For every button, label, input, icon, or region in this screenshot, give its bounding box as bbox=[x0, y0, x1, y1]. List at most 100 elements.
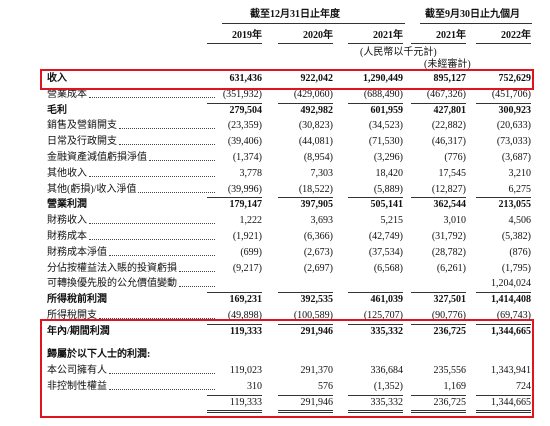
leader bbox=[179, 278, 215, 288]
cell: (1,374) bbox=[232, 152, 262, 163]
cell: (30,823) bbox=[298, 120, 333, 132]
cell: 362,544 bbox=[433, 199, 467, 211]
row-label: 本公司擁有人 bbox=[47, 365, 217, 377]
header-group: 截至12月31日止年度 bbox=[250, 9, 340, 20]
cell: (5,382) bbox=[501, 231, 531, 242]
cell: 335,332 bbox=[370, 396, 404, 408]
row-label: 所得稅開支 bbox=[47, 310, 217, 322]
leader bbox=[89, 168, 215, 177]
rule bbox=[348, 323, 403, 325]
cell: 213,055 bbox=[498, 199, 532, 211]
cell: (90,776) bbox=[431, 310, 466, 321]
cell: (125,707) bbox=[363, 310, 403, 321]
cell: 461,039 bbox=[370, 294, 404, 306]
cell: 1,290,449 bbox=[363, 73, 403, 84]
cell: 895,127 bbox=[433, 73, 467, 84]
cell: 119,333 bbox=[229, 396, 262, 408]
cell: (23,359) bbox=[227, 120, 262, 132]
rule bbox=[348, 197, 403, 199]
cell: (44,081) bbox=[298, 136, 333, 148]
rule bbox=[278, 411, 333, 413]
cell: (1,795) bbox=[501, 262, 531, 274]
cell: 236,725 bbox=[433, 396, 467, 408]
cell: (1,921) bbox=[232, 231, 262, 242]
cell: (2,697) bbox=[303, 262, 333, 274]
cell: 291,946 bbox=[300, 396, 334, 408]
label-text: 其他(虧損)/收入淨值 bbox=[47, 183, 137, 195]
rule bbox=[420, 23, 532, 24]
cell: (46,317) bbox=[431, 136, 466, 148]
cell: 1,344,665 bbox=[491, 325, 531, 337]
cell: (73,033) bbox=[496, 136, 531, 148]
cell: 336,684 bbox=[370, 364, 404, 376]
cell: (18,522) bbox=[298, 183, 333, 195]
rule bbox=[411, 292, 466, 294]
leader bbox=[89, 215, 215, 225]
cell: (5,889) bbox=[373, 183, 403, 195]
cell: 1,169 bbox=[443, 380, 467, 392]
cell: (69,743) bbox=[496, 310, 531, 321]
cell: (2,673) bbox=[303, 246, 333, 258]
label-text: 所得稅前利潤 bbox=[47, 294, 107, 306]
cell: 119,333 bbox=[230, 325, 262, 337]
row-label: 營業成本 bbox=[47, 89, 217, 101]
cell: (28,782) bbox=[431, 246, 466, 258]
row-label: 年內/期間利潤 bbox=[47, 326, 217, 338]
cell: (6,568) bbox=[373, 262, 403, 274]
row-label: 日常及行政開支 bbox=[47, 136, 217, 148]
cell: (8,954) bbox=[303, 152, 333, 163]
unaudited: (未經審計) bbox=[424, 59, 471, 70]
label-text: 分佔按權益法入賬的投資虧損 bbox=[47, 262, 177, 274]
label-text: 日常及行政開支 bbox=[47, 136, 117, 148]
cell: (71,530) bbox=[368, 136, 403, 148]
rule bbox=[476, 197, 531, 199]
cell: 291,946 bbox=[300, 325, 334, 337]
label-text: 金融資產減值虧損淨值 bbox=[47, 152, 147, 163]
cell: 505,141 bbox=[370, 199, 404, 211]
label-text: 財務成本 bbox=[47, 231, 87, 242]
cell: (34,523) bbox=[368, 120, 403, 132]
rule bbox=[278, 323, 333, 325]
cell: 752,629 bbox=[498, 73, 532, 84]
label-text: 本公司擁有人 bbox=[47, 364, 107, 376]
rule bbox=[207, 394, 262, 396]
rule bbox=[476, 43, 531, 44]
leader bbox=[89, 89, 215, 98]
cell: 631,436 bbox=[229, 73, 263, 84]
cell: 327,501 bbox=[433, 294, 467, 306]
row-label: 收入 bbox=[47, 73, 217, 85]
cell: 169,231 bbox=[229, 294, 263, 306]
cell: 922,042 bbox=[300, 73, 334, 84]
cell: (688,490) bbox=[363, 88, 403, 100]
rule bbox=[207, 292, 262, 294]
label-text: 可轉換優先股的公允價值變動 bbox=[47, 278, 177, 290]
label-text: 歸屬於以下人士的利潤: bbox=[47, 348, 151, 360]
cell: 1,222 bbox=[239, 215, 263, 227]
cell: 492,982 bbox=[300, 104, 334, 116]
rule bbox=[476, 323, 531, 325]
rule bbox=[278, 43, 333, 44]
cell: (37,534) bbox=[368, 246, 403, 258]
cell: (12,827) bbox=[431, 183, 466, 195]
rule bbox=[411, 102, 466, 104]
cell: (22,882) bbox=[431, 120, 466, 132]
label-text: 營業利潤 bbox=[47, 199, 87, 211]
cell: 724 bbox=[516, 380, 531, 392]
leader bbox=[149, 152, 215, 161]
leader bbox=[89, 231, 215, 240]
rule bbox=[278, 102, 333, 104]
leader bbox=[138, 184, 215, 193]
label-text: 年內/期間利潤 bbox=[47, 325, 110, 337]
row-label: 其他(虧損)/收入淨值 bbox=[47, 184, 217, 196]
year: 2021年 bbox=[373, 30, 403, 41]
label-text: 所得稅開支 bbox=[47, 310, 97, 321]
highlight bbox=[40, 318, 534, 418]
cell: 3,010 bbox=[443, 215, 467, 227]
cell: 291,370 bbox=[300, 364, 334, 376]
rule bbox=[207, 197, 262, 199]
cell: (39,996) bbox=[227, 183, 262, 195]
row-label: 財務成本 bbox=[47, 231, 217, 243]
rule bbox=[348, 292, 403, 294]
cell: 576 bbox=[318, 380, 333, 392]
cell: 335,332 bbox=[370, 325, 404, 337]
